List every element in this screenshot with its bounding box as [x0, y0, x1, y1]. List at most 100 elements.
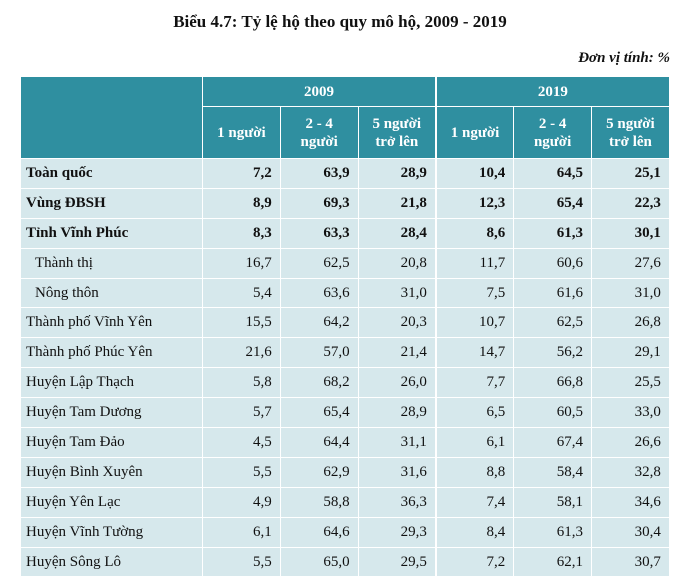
value-cell: 27,6 — [591, 247, 670, 279]
value-cell: 5,5 — [202, 546, 281, 578]
value-cell: 20,8 — [357, 247, 437, 279]
unit-label: Đơn vị tính: % — [578, 50, 670, 66]
value-cell: 64,5 — [513, 158, 593, 189]
header-year-2019: 2019 — [434, 76, 670, 107]
value-cell: 64,6 — [279, 516, 359, 548]
row-label: Thành phố Vĩnh Yên — [20, 307, 203, 339]
table-row: Huyện Tam Đảo 4,5 64,4 31,1 6,1 67,4 26,6 — [20, 427, 670, 458]
table-title: Biểu 4.7: Tỷ lệ hộ theo quy mô hộ, 2009 … — [173, 12, 507, 31]
value-cell: 12,3 — [434, 187, 515, 219]
value-cell: 68,2 — [279, 367, 359, 399]
value-cell: 65,4 — [279, 397, 359, 429]
value-cell: 60,5 — [513, 397, 593, 429]
value-cell: 29,3 — [357, 516, 437, 548]
table-row: Toàn quốc 7,2 63,9 28,9 10,4 64,5 25,1 — [20, 158, 670, 189]
row-label: Tỉnh Vĩnh Phúc — [20, 217, 203, 249]
row-label: Vùng ĐBSH — [20, 187, 203, 219]
subheader-cell: 2 - 4 người — [513, 106, 593, 159]
table-row: Huyện Lập Thạch 5,8 68,2 26,0 7,7 66,8 25,5 — [20, 367, 670, 399]
value-cell: 57,0 — [279, 337, 359, 369]
subheader-cell: 1 người — [434, 106, 515, 159]
value-cell: 26,8 — [591, 307, 670, 339]
value-cell: 62,5 — [513, 307, 593, 339]
value-cell: 15,5 — [202, 307, 281, 339]
value-cell: 28,9 — [357, 397, 437, 429]
table-row: Huyện Yên Lạc 4,9 58,8 36,3 7,4 58,1 34,6 — [20, 486, 670, 518]
row-label: Huyện Tam Đảo — [20, 427, 203, 458]
value-cell: 5,7 — [202, 397, 281, 429]
subheader-cell: 2 - 4 người — [279, 106, 359, 159]
value-cell: 34,6 — [591, 486, 670, 518]
value-cell: 33,0 — [591, 397, 670, 429]
value-cell: 69,3 — [279, 187, 359, 219]
table-row: Thành thị 16,7 62,5 20,8 11,7 60,6 27,6 — [20, 247, 670, 279]
table-row: Nông thôn 5,4 63,6 31,0 7,5 61,6 31,0 — [20, 277, 670, 309]
value-cell: 31,6 — [357, 456, 437, 488]
value-cell: 5,5 — [202, 456, 281, 488]
table-body: Toàn quốc 7,2 63,9 28,9 10,4 64,5 25,1 Vùng ĐBS… — [20, 158, 670, 578]
value-cell: 21,6 — [202, 337, 281, 369]
value-cell: 5,4 — [202, 277, 281, 309]
row-label: Thành phố Phúc Yên — [20, 337, 203, 369]
row-label: Huyện Tam Dương — [20, 397, 203, 429]
value-cell: 36,3 — [357, 486, 437, 518]
value-cell: 25,1 — [591, 158, 670, 189]
row-label: Huyện Yên Lạc — [20, 486, 203, 518]
value-cell: 7,4 — [434, 486, 515, 518]
value-cell: 28,4 — [357, 217, 437, 249]
value-cell: 32,8 — [591, 456, 670, 488]
header-year-2009: 2009 — [201, 76, 437, 107]
value-cell: 8,8 — [434, 456, 515, 488]
value-cell: 7,7 — [434, 367, 515, 399]
value-cell: 64,2 — [279, 307, 359, 339]
value-cell: 29,5 — [357, 546, 437, 578]
table-row: Vùng ĐBSH 8,9 69,3 21,8 12,3 65,4 22,3 — [20, 187, 670, 219]
value-cell: 31,0 — [591, 277, 670, 309]
value-cell: 7,5 — [434, 277, 515, 309]
row-label: Toàn quốc — [20, 158, 203, 189]
value-cell: 30,4 — [591, 516, 670, 548]
value-cell: 31,1 — [357, 427, 437, 458]
value-cell: 31,0 — [357, 277, 437, 309]
subheader-cell: 1 người — [202, 106, 281, 159]
value-cell: 63,9 — [279, 158, 359, 189]
value-cell: 62,9 — [279, 456, 359, 488]
value-cell: 61,3 — [513, 217, 593, 249]
value-cell: 66,8 — [513, 367, 593, 399]
value-cell: 28,9 — [357, 158, 437, 189]
row-label: Huyện Lập Thạch — [20, 367, 203, 399]
value-cell: 7,2 — [202, 158, 281, 189]
value-cell: 30,7 — [591, 546, 670, 578]
value-cell: 26,0 — [357, 367, 437, 399]
table-row: Thành phố Phúc Yên 21,6 57,0 21,4 14,7 56,2 29… — [20, 337, 670, 369]
table-row: Huyện Sông Lô 5,5 65,0 29,5 7,2 62,1 30,7 — [20, 546, 670, 578]
value-cell: 5,8 — [202, 367, 281, 399]
subheader-cell: 5 người trở lên — [357, 106, 437, 159]
value-cell: 63,6 — [279, 277, 359, 309]
header-corner — [20, 76, 203, 159]
value-cell: 58,4 — [513, 456, 593, 488]
value-cell: 10,7 — [434, 307, 515, 339]
row-label: Nông thôn — [20, 277, 203, 309]
row-label: Huyện Bình Xuyên — [20, 456, 203, 488]
value-cell: 6,1 — [202, 516, 281, 548]
value-cell: 62,5 — [279, 247, 359, 279]
value-cell: 8,6 — [434, 217, 515, 249]
value-cell: 6,5 — [434, 397, 515, 429]
value-cell: 21,4 — [357, 337, 437, 369]
value-cell: 65,4 — [513, 187, 593, 219]
value-cell: 16,7 — [202, 247, 281, 279]
value-cell: 7,2 — [434, 546, 515, 578]
value-cell: 60,6 — [513, 247, 593, 279]
value-cell: 8,9 — [202, 187, 281, 219]
value-cell: 25,5 — [591, 367, 670, 399]
value-cell: 58,8 — [279, 486, 359, 518]
value-cell: 26,6 — [591, 427, 670, 458]
value-cell: 22,3 — [591, 187, 670, 219]
household-size-table: 2009 2019 1 người 2 - 4 người 5 người trở … — [20, 76, 670, 578]
value-cell: 64,4 — [279, 427, 359, 458]
value-cell: 63,3 — [279, 217, 359, 249]
subheader-cell: 5 người trở lên — [591, 106, 670, 159]
value-cell: 20,3 — [357, 307, 437, 339]
